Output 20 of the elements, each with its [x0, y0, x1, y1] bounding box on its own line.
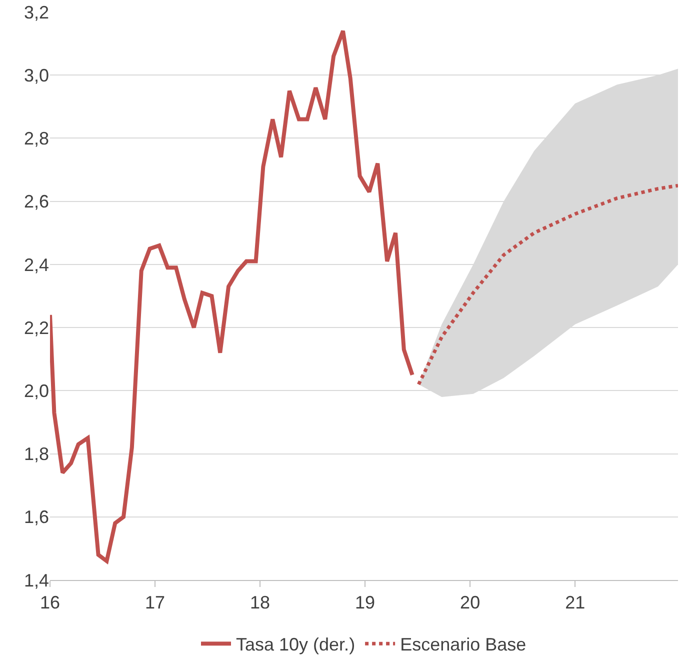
y-tick-label: 2,4: [24, 254, 49, 275]
legend-label: Escenario Base: [400, 634, 526, 655]
line-series: [416, 184, 678, 386]
y-tick-label: 3,2: [24, 2, 49, 22]
y-tick-label: 1,4: [24, 570, 49, 590]
line-series: [50, 28, 414, 564]
x-tick-label: 19: [355, 592, 376, 613]
x-tick-label: 20: [460, 592, 480, 613]
x-tick-label: 21: [565, 592, 586, 613]
x-tick-label: 16: [40, 592, 60, 613]
y-tick-label: 1,8: [24, 444, 49, 464]
y-tick-label: 2,8: [24, 128, 49, 149]
y-tick-label: 1,6: [24, 507, 49, 528]
x-tick-label: 17: [145, 592, 166, 613]
y-tick-label: 2,0: [24, 380, 49, 401]
x-tick-label: 18: [250, 592, 270, 613]
legend-label: Tasa 10y (der.): [236, 634, 356, 655]
y-tick-label: 2,2: [24, 318, 49, 338]
y-tick-label: 3,0: [24, 65, 49, 86]
y-tick-label: 2,6: [24, 192, 49, 212]
